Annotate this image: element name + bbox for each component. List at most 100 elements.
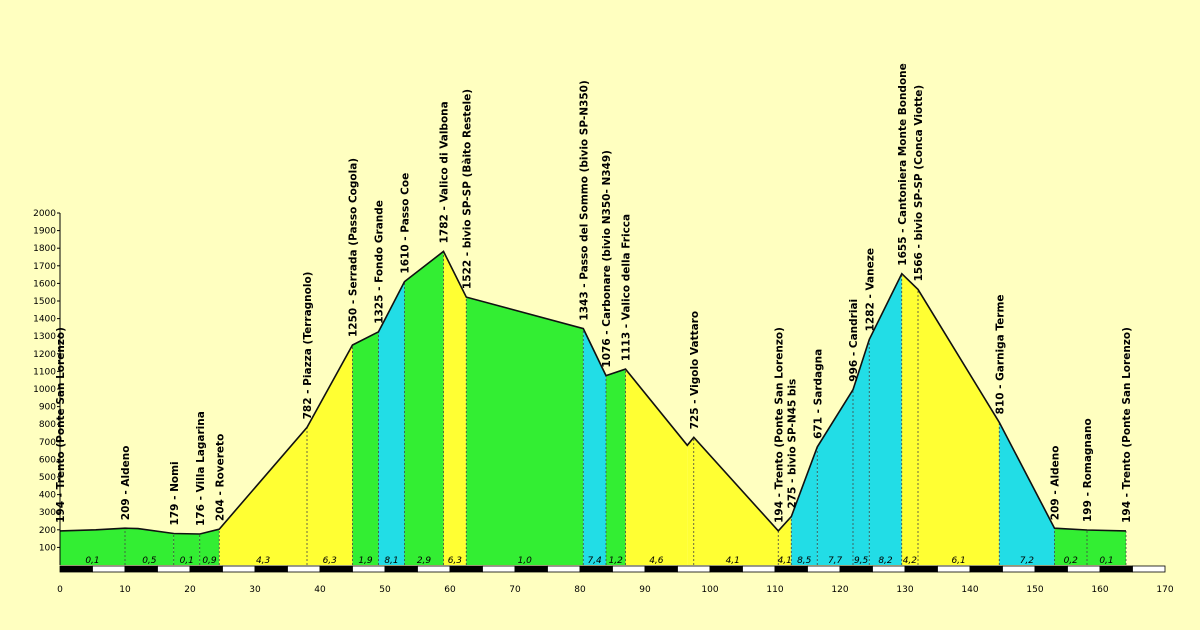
scale-bar-block-29: [1002, 565, 1036, 573]
x-tick-label-16: 160: [1091, 585, 1108, 595]
waypoint-label-7: 1325 - Fondo Grande: [374, 200, 386, 324]
gradient-label-7: 8,1: [384, 556, 398, 566]
y-tick-label-8: 900: [39, 403, 56, 413]
x-tick-label-14: 140: [961, 585, 978, 595]
gradient-label-14: 4,1: [726, 556, 740, 566]
x-tick-label-9: 90: [639, 585, 651, 595]
scale-bar-block-30: [1034, 565, 1068, 573]
gradient-label-10: 1,0: [518, 556, 533, 566]
x-tick-label-11: 110: [766, 585, 783, 595]
gradient-label-18: 9,5: [854, 556, 869, 566]
scale-bar-block-9: [352, 565, 386, 573]
x-tick-label-13: 130: [896, 585, 913, 595]
segment-fill-3: [199, 529, 220, 565]
y-tick-label-14: 1500: [33, 297, 56, 307]
y-tick-label-13: 1400: [33, 315, 56, 325]
axes: [57, 212, 61, 565]
segment-fill-15: [778, 516, 792, 565]
gradient-label-8: 2,9: [417, 556, 432, 566]
scale-bar-block-0: [59, 565, 93, 573]
scale-bar-block-1: [92, 565, 126, 573]
waypoint-label-15: 194 - Trento (Ponte San Lorenzo): [773, 327, 785, 523]
scale-bar-block-19: [677, 565, 711, 573]
gradient-label-21: 6,1: [951, 556, 965, 566]
scale-bar-block-3: [157, 565, 191, 573]
segment-fill-10: [466, 297, 584, 565]
x-tick-label-2: 20: [184, 585, 196, 595]
scale-bar-block-32: [1099, 565, 1133, 573]
x-tick-label-4: 40: [314, 585, 326, 595]
y-tick-label-7: 800: [39, 420, 56, 430]
scale-bar-block-21: [742, 565, 776, 573]
y-tick-label-17: 1800: [33, 244, 56, 254]
scale-bar-block-27: [937, 565, 971, 573]
x-tick-label-15: 150: [1026, 585, 1043, 595]
gradient-label-24: 0,1: [1099, 556, 1113, 566]
segment-fills: [60, 251, 1126, 565]
scale-bar-block-6: [254, 565, 288, 573]
y-tick-label-4: 500: [39, 473, 56, 483]
y-tick-label-3: 400: [39, 491, 56, 501]
gradient-label-4: 4,3: [256, 556, 271, 566]
waypoint-label-11: 1343 - Passo del Sommo (bivio SP-N350): [578, 80, 590, 320]
x-tick-label-17: 170: [1156, 585, 1173, 595]
waypoint-label-8: 1610 - Passo Coe: [400, 173, 412, 274]
segment-fill-1: [125, 528, 174, 565]
gradient-label-19: 8,2: [878, 556, 893, 566]
scale-bar-block-5: [222, 565, 256, 573]
scale-bar-block-13: [482, 565, 516, 573]
waypoint-label-6: 1250 - Serrada (Passo Cogola): [348, 158, 360, 337]
y-tick-label-10: 1100: [33, 367, 56, 377]
x-tick-label-5: 50: [379, 585, 391, 595]
waypoint-label-25: 194 - Trento (Ponte San Lorenzo): [1121, 327, 1133, 523]
y-tick-label-12: 1300: [33, 332, 56, 342]
scale-bar-block-16: [579, 565, 613, 573]
segment-fill-9: [443, 251, 467, 565]
waypoint-label-9: 1782 - Valico di Valbona: [439, 101, 451, 243]
gradient-label-15: 4,1: [778, 556, 792, 566]
scale-bar-block-22: [774, 565, 808, 573]
gradient-label-1: 0,5: [142, 556, 157, 566]
segment-fill-6: [352, 331, 379, 565]
profile-line: [59, 250, 1127, 535]
waypoint-label-16: 275 - bivio SP-N45 bis: [786, 379, 798, 509]
waypoint-label-19: 1282 - Vaneze: [864, 248, 876, 331]
gradient-label-2: 0,1: [180, 556, 194, 566]
scale-bar-block-25: [872, 565, 906, 573]
scale-bar-block-26: [904, 565, 938, 573]
x-tick-label-1: 10: [119, 585, 131, 595]
gradient-label-16: 8,5: [797, 556, 812, 566]
segment-fill-11: [583, 328, 606, 565]
segment-fill-5: [307, 345, 353, 565]
scale-bar-block-23: [807, 565, 841, 573]
segment-fill-21: [918, 289, 1000, 565]
scale-bar-block-17: [612, 565, 646, 573]
x-tick-label-3: 30: [249, 585, 261, 595]
scale-bar-block-14: [514, 565, 548, 573]
waypoint-label-14: 725 - Vigolo Vattaro: [689, 311, 701, 429]
x-tick-label-7: 70: [509, 585, 521, 595]
waypoint-label-21: 1566 - bivio SP-SP (Conca Viotte): [913, 85, 925, 282]
gradient-label-11: 7,4: [587, 556, 602, 566]
gradient-label-13: 4,6: [649, 556, 664, 566]
segment-fill-19: [869, 273, 902, 565]
y-tick-label-0: 100: [39, 543, 56, 553]
waypoint-label-5: 782 - Piazza (Terragnolo): [302, 272, 314, 420]
gradient-label-20: 4,2: [903, 556, 918, 566]
waypoint-label-13: 1113 - Valico della Fricca: [621, 214, 633, 361]
segment-fill-24: [1087, 530, 1126, 565]
y-tick-label-5: 600: [39, 455, 56, 465]
scale-bar-block-28: [969, 565, 1003, 573]
gradient-label-5: 6,3: [323, 556, 338, 566]
waypoint-label-1: 209 - Aldeno: [120, 446, 132, 521]
segment-fill-2: [173, 533, 200, 565]
y-tick-label-11: 1200: [33, 350, 56, 360]
segment-fill-8: [404, 251, 444, 565]
gradient-label-17: 7,7: [828, 556, 843, 566]
y-tick-label-1: 200: [39, 526, 56, 536]
waypoint-label-22: 810 - Garniga Terme: [994, 294, 1006, 414]
scale-bar-block-18: [644, 565, 678, 573]
y-tick-label-19: 2000: [33, 209, 56, 219]
tick-labels: 1002003004005006007008009001000110012001…: [33, 209, 1174, 595]
